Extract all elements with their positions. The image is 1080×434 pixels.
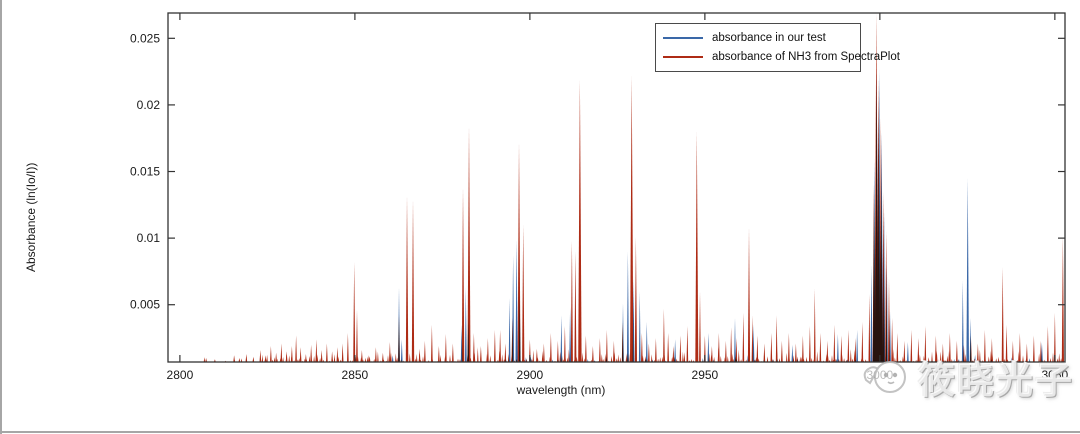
series-our-test — [391, 68, 1054, 363]
y-tick-label: 0.01 — [137, 231, 161, 245]
x-axis-label: wavelength (nm) — [516, 383, 606, 397]
x-tick-label: 2850 — [342, 368, 369, 382]
x-tick-label: 3000 — [867, 368, 894, 382]
legend: absorbance in our test absorbance of NH3… — [655, 23, 900, 72]
legend-item-our-test: absorbance in our test — [656, 32, 860, 44]
y-tick-label: 0.02 — [137, 98, 161, 112]
x-tick-label: 2900 — [517, 368, 544, 382]
series-spectraplot — [203, 13, 1064, 363]
x-tick-label: 3050 — [1041, 368, 1068, 382]
page-border-bottom — [0, 431, 1080, 433]
y-tick-label: 0.005 — [130, 298, 160, 312]
legend-line-red-icon — [663, 56, 703, 59]
legend-label-spectraplot: absorbance of NH3 from SpectraPlot — [712, 51, 900, 64]
page-border-left — [0, 0, 2, 434]
x-tick-label: 2800 — [167, 368, 194, 382]
x-tick-label: 2950 — [692, 368, 719, 382]
axes-box — [167, 12, 1066, 363]
legend-item-spectraplot: absorbance of NH3 from SpectraPlot — [656, 51, 900, 63]
y-tick-label: 0.025 — [130, 31, 160, 45]
y-axis-label: Absorbance (ln(Io/I)) — [24, 162, 38, 272]
legend-label-our-test: absorbance in our test — [712, 31, 826, 44]
y-tick-label: 0.015 — [130, 165, 160, 179]
legend-line-blue-icon — [663, 36, 703, 39]
